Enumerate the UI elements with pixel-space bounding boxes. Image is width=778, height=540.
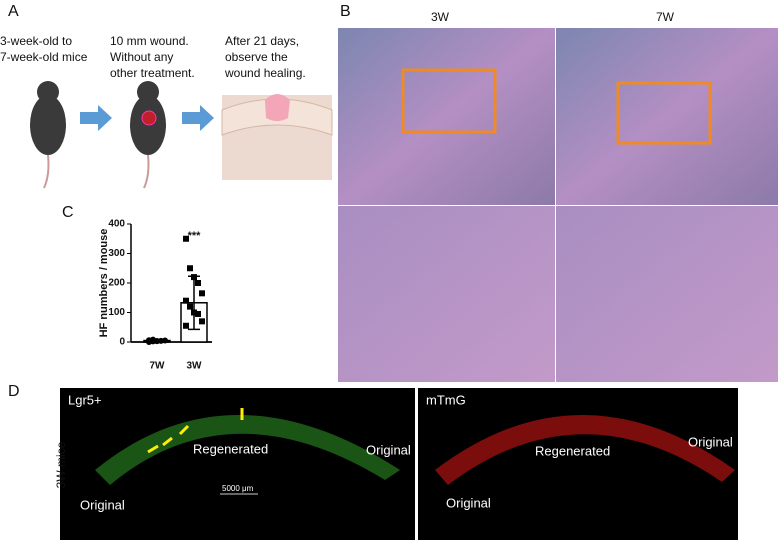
arrow <box>80 105 112 131</box>
scale-label: 5000 μm <box>222 484 254 493</box>
data-point <box>183 235 189 242</box>
data-point <box>191 274 197 281</box>
step-text: other treatment. <box>110 66 195 80</box>
stain-label: Lgr5+ <box>68 392 102 407</box>
photo <box>338 28 555 205</box>
x-tick-label: 3W <box>187 361 203 372</box>
data-point <box>199 318 205 325</box>
mouse-illustration <box>30 81 166 189</box>
data-point <box>154 338 160 345</box>
step-text: 7-week-old mice <box>0 50 88 64</box>
y-tick-label: 0 <box>119 337 125 348</box>
row-label: 3W mice <box>54 441 68 488</box>
data-point <box>199 290 205 297</box>
region-label: Original <box>366 442 411 457</box>
step-text: wound healing. <box>224 66 306 80</box>
data-point <box>195 310 201 317</box>
column-label: 7W <box>656 10 675 24</box>
data-point <box>187 303 193 310</box>
arrows <box>147 408 244 454</box>
stain-label: mTmG <box>426 392 466 407</box>
column-label: 3W <box>431 10 450 24</box>
panel-letter: C <box>62 204 74 221</box>
skin-diagram <box>221 94 333 180</box>
y-tick-label: 300 <box>108 248 125 259</box>
region-label: Original <box>688 434 733 449</box>
step-text: observe the <box>225 50 288 64</box>
y-tick-label: 200 <box>108 278 125 289</box>
tissue <box>435 415 735 485</box>
step-text: Without any <box>110 50 173 64</box>
step-text: 10 mm wound. <box>110 34 189 48</box>
significance: *** <box>188 230 202 242</box>
arrow <box>182 105 214 131</box>
region-label: Original <box>80 497 125 512</box>
zoom-box <box>616 81 712 145</box>
y-tick-label: 400 <box>108 219 125 230</box>
region-label: Regenerated <box>535 443 610 458</box>
data-point <box>183 322 189 329</box>
data-point <box>187 265 193 272</box>
data-point <box>183 297 189 304</box>
x-tick-label: 7W <box>150 361 166 372</box>
data-point <box>191 309 197 316</box>
y-tick-label: 100 <box>108 307 125 318</box>
region-label: Regenerated <box>193 441 268 456</box>
photo <box>556 28 778 205</box>
step-text: After 21 days, <box>225 34 299 48</box>
step-text: 3-week-old to <box>0 34 72 48</box>
region-label: Original <box>446 495 491 510</box>
panel-letter: D <box>8 383 20 400</box>
tissue <box>95 415 400 485</box>
photo <box>338 206 555 382</box>
panel-letter: A <box>8 3 19 20</box>
y-axis-label: HF numbers / mouse <box>98 229 110 338</box>
zoom-box <box>401 68 497 134</box>
photo <box>556 206 778 382</box>
data-point <box>195 280 201 286</box>
panel-letter: B <box>340 3 351 20</box>
